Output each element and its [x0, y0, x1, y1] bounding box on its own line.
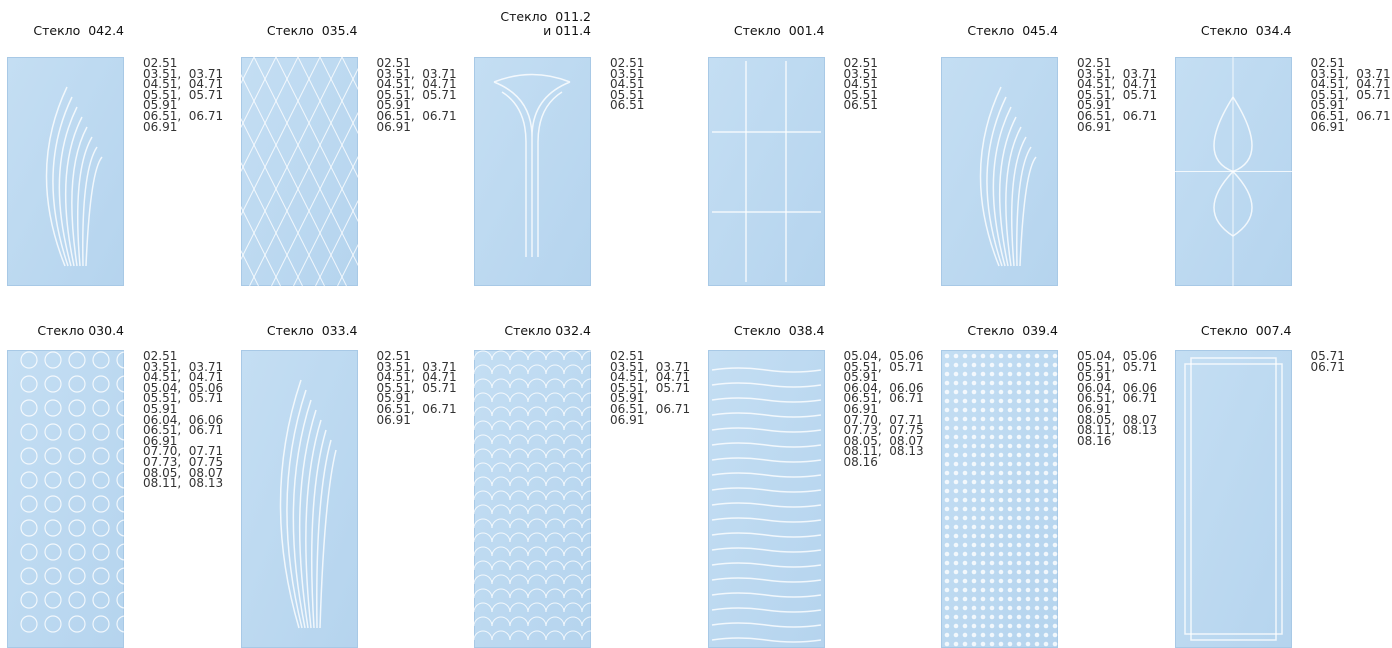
title-line: Стекло 045.4: [928, 24, 1058, 38]
title-line: и 011.4: [461, 24, 591, 38]
item-title: Стекло 042.4: [0, 24, 124, 38]
title-line: Стекло 035.4: [228, 24, 358, 38]
glass-image: [241, 57, 358, 286]
glass-image: [474, 57, 591, 286]
title-line: Стекло 042.4: [0, 24, 124, 38]
glass-image: [1175, 350, 1292, 648]
door-code: 06.51: [610, 100, 644, 111]
glass-image: [241, 350, 358, 648]
door-list: 05.04, 05.0605.51, 05.7105.9106.04, 06.0…: [844, 351, 924, 468]
glass-image: [7, 57, 124, 286]
door-code: 06.91: [377, 415, 457, 426]
glass-image: [708, 57, 825, 286]
catalog-page: Стекло 042.4 02.5103.51, 03.7104.51, 04.7…: [0, 0, 1392, 648]
item-title: Стекло 038.4: [695, 324, 825, 338]
door-list: 02.5103.51, 03.7104.51, 04.7105.04, 05.0…: [143, 351, 223, 489]
title-line: Стекло 007.4: [1162, 324, 1292, 338]
door-code: 08.11, 08.13: [143, 478, 223, 489]
door-code: 06.91: [610, 415, 690, 426]
item-title: Стекло 007.4: [1162, 324, 1292, 338]
title-line: Стекло 034.4: [1162, 24, 1292, 38]
item-title: Стекло 034.4: [1162, 24, 1292, 38]
item-title: Стекло 030.4: [0, 324, 124, 338]
title-line: Стекло 033.4: [228, 324, 358, 338]
glass-image: [7, 350, 124, 648]
item-title: Стекло 032.4: [461, 324, 591, 338]
door-code: 06.91: [377, 122, 457, 133]
door-code: 06.71: [1311, 362, 1345, 373]
door-code: 08.16: [1077, 436, 1157, 447]
title-line: Стекло 001.4: [695, 24, 825, 38]
title-line: Стекло 032.4: [461, 324, 591, 338]
item-title: Стекло 039.4: [928, 324, 1058, 338]
door-list: 05.04, 05.0605.51, 05.7105.9106.04, 06.0…: [1077, 351, 1157, 446]
door-code: 06.51: [844, 100, 878, 111]
glass-image: [941, 57, 1058, 286]
item-title: Стекло 035.4: [228, 24, 358, 38]
title-line: Стекло 030.4: [0, 324, 124, 338]
item-title: Стекло 001.4: [695, 24, 825, 38]
glass-image: [708, 350, 825, 648]
glass-image: [474, 350, 591, 648]
glass-image: [941, 350, 1058, 648]
title-line: Стекло 038.4: [695, 324, 825, 338]
title-line: Стекло 011.2: [461, 10, 591, 24]
door-list: 02.5103.5104.5105.5106.51: [610, 58, 644, 111]
door-code: 06.91: [143, 122, 223, 133]
door-code: 06.91: [1311, 122, 1391, 133]
door-code: 08.16: [844, 457, 924, 468]
title-line: Стекло 039.4: [928, 324, 1058, 338]
glass-image: [1175, 57, 1292, 286]
door-code: 06.91: [1077, 122, 1157, 133]
item-title: Стекло 033.4: [228, 324, 358, 338]
item-title: Стекло 045.4: [928, 24, 1058, 38]
